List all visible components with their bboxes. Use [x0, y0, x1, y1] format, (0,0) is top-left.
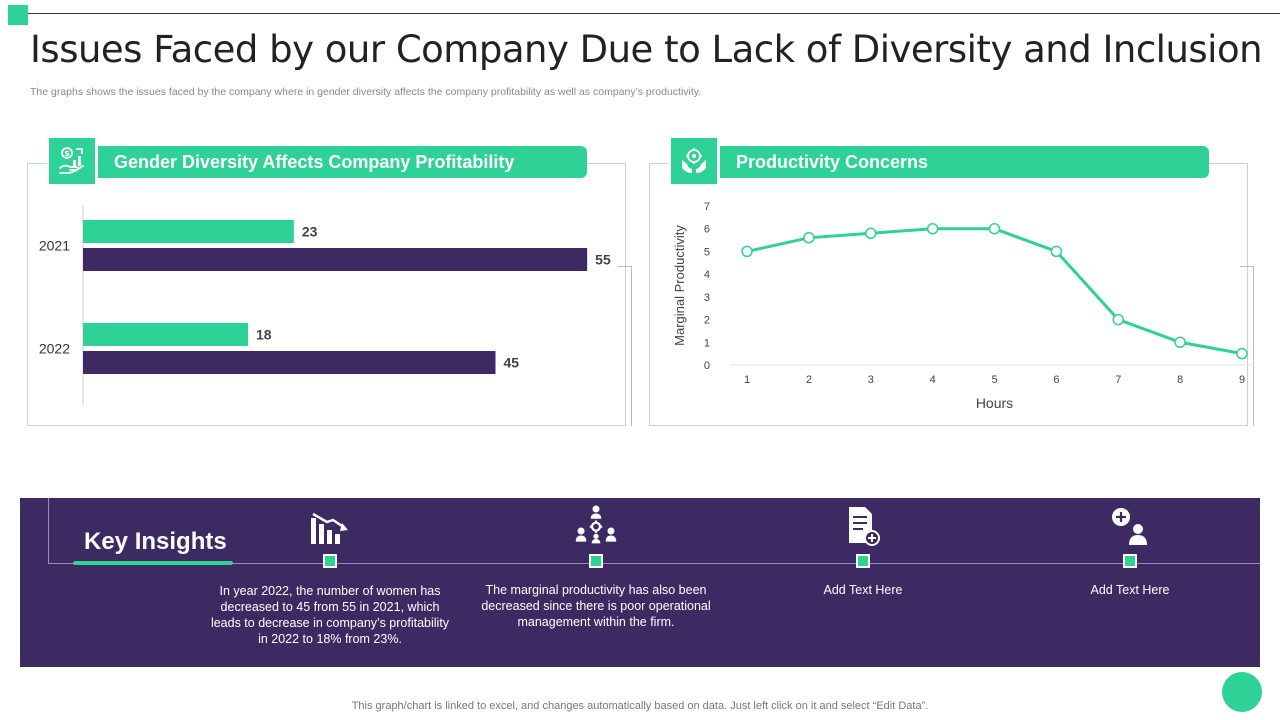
x-tick-label: 3: [868, 374, 874, 386]
profitability-panel: [27, 163, 626, 426]
hands-gear-icon: [669, 136, 719, 186]
bar-women: [83, 323, 248, 346]
money-growth-icon: $: [47, 136, 97, 186]
productivity-line: [746, 227, 1243, 356]
x-axis-label: Hours: [976, 395, 1013, 411]
document-add-icon: [841, 504, 885, 548]
corner-accent-circle: [1222, 672, 1262, 712]
insights-timeline: [48, 563, 1260, 564]
y-axis-label: Marginal Productivity: [672, 225, 687, 346]
insight-text-1: In year 2022, the number of women has de…: [210, 584, 450, 646]
key-insights-title: Key Insights: [84, 528, 227, 555]
key-insights-section: Key Insights In year 2022, the number of…: [20, 498, 1260, 667]
y-tick-label: 3: [704, 292, 710, 304]
x-tick-label: 4: [930, 374, 936, 386]
profitability-banner: Gender Diversity Affects Company Profita…: [98, 146, 587, 178]
page-title: Issues Faced by our Company Due to Lack …: [30, 28, 1263, 71]
insights-frame-line: [48, 498, 49, 564]
y-tick-label: 7: [704, 201, 710, 213]
svg-text:$: $: [64, 149, 70, 158]
bar-data-label: 45: [504, 355, 520, 371]
bar-category-label: 2022: [39, 341, 70, 357]
productivity-point: [803, 232, 815, 244]
insight-marker: [1123, 554, 1137, 568]
corner-accent-square: [8, 5, 28, 25]
declining-chart-icon: [308, 506, 352, 550]
y-tick-label: 6: [704, 224, 710, 236]
x-tick-label: 9: [1239, 374, 1245, 386]
y-tick-label: 5: [704, 246, 710, 258]
insight-marker: [323, 554, 337, 568]
x-tick-label: 8: [1177, 374, 1183, 386]
y-tick-label: 0: [704, 360, 710, 372]
bar-women: [83, 220, 294, 243]
productivity-point: [1236, 347, 1248, 360]
y-tick-label: 1: [704, 337, 710, 349]
x-tick-label: 7: [1115, 374, 1121, 386]
productivity-panel: [649, 163, 1248, 426]
productivity-line-chart: 0 1 2 3 4 5 6 7 1 2 3 4 5 6 7 8 9 Hours Marginal Productiv…: [672, 201, 1255, 411]
x-tick-label: 6: [1053, 374, 1059, 386]
panel-side-tick: [1240, 266, 1254, 426]
productivity-point: [926, 222, 939, 235]
bar-category-label: 2021: [39, 238, 70, 254]
page-subtitle: The graphs shows the issues faced by the…: [30, 86, 702, 98]
profitability-bar-chart: 2021 23 55 2022 18 45: [39, 205, 611, 405]
productivity-point: [988, 222, 1001, 235]
productivity-point: [1174, 336, 1186, 349]
bar-data-label: 18: [256, 327, 272, 343]
x-tick-label: 1: [744, 374, 750, 386]
y-tick-label: 4: [704, 269, 710, 281]
y-tick-label: 2: [704, 315, 710, 327]
x-tick-label: 5: [991, 374, 997, 386]
productivity-point: [1050, 245, 1063, 258]
bar-profitability: [83, 351, 496, 374]
team-management-icon: [574, 502, 618, 546]
bar-profitability: [83, 248, 588, 271]
bar-data-label: 23: [302, 224, 318, 240]
productivity-banner: Productivity Concerns: [720, 146, 1209, 178]
productivity-point: [741, 245, 753, 258]
productivity-point: [1112, 313, 1124, 326]
panel-side-tick: [618, 266, 632, 426]
top-rule: [28, 13, 1280, 14]
insight-marker: [589, 554, 603, 568]
insight-text-4: Add Text Here: [1090, 583, 1170, 597]
x-tick-label: 2: [806, 374, 812, 386]
bar-data-label: 55: [595, 252, 611, 268]
productivity-point: [865, 227, 877, 240]
user-add-icon: [1108, 503, 1152, 547]
footer-note: This graph/chart is linked to excel, and…: [351, 700, 929, 712]
insight-marker: [856, 554, 870, 568]
insight-text-3: Add Text Here: [823, 583, 903, 597]
insight-text-2: The marginal productivity has also been …: [481, 583, 711, 629]
key-insights-underline: [73, 561, 233, 565]
